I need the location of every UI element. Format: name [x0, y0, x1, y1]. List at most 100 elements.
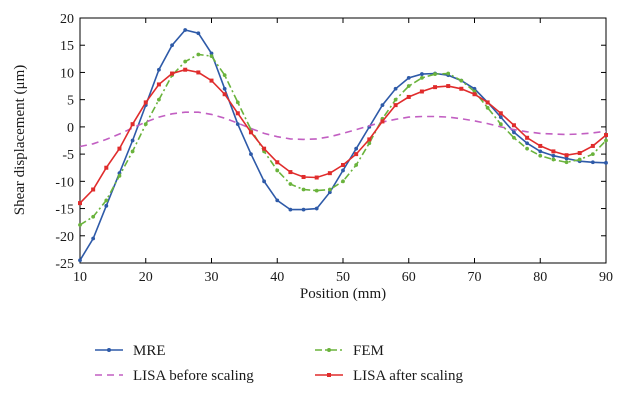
data-point [249, 152, 253, 157]
data-point [262, 146, 267, 151]
x-tick-label: 20 [139, 270, 153, 285]
legend-item-mre: MRE [95, 343, 166, 359]
data-point [538, 153, 543, 158]
data-point [590, 160, 595, 165]
data-point [393, 103, 398, 108]
x-tick-label: 40 [270, 270, 284, 285]
data-point [551, 149, 556, 154]
data-point [564, 153, 569, 158]
series-line-fem [79, 53, 607, 226]
data-point [498, 115, 503, 119]
data-point [525, 141, 529, 146]
data-point [117, 146, 122, 151]
data-point [91, 236, 96, 241]
y-tick-label: 20 [60, 12, 74, 27]
data-point [393, 97, 398, 102]
data-point [341, 179, 345, 184]
data-point [577, 151, 582, 156]
series-layer [78, 28, 608, 263]
data-point [143, 122, 148, 127]
data-point [209, 51, 214, 56]
x-tick-label: 90 [599, 270, 613, 285]
data-point [235, 100, 240, 105]
data-point [551, 157, 556, 162]
legend-label: FEM [353, 343, 384, 359]
data-point [78, 201, 82, 206]
data-point [341, 168, 345, 173]
y-tick-label: -15 [55, 203, 74, 218]
plot-frame [79, 17, 607, 264]
data-point [301, 187, 306, 192]
data-point [446, 71, 451, 76]
data-point [183, 67, 188, 72]
data-point [393, 86, 398, 91]
x-tick-label: 10 [73, 270, 87, 285]
data-point [275, 198, 280, 203]
x-tick-label: 80 [533, 270, 547, 285]
data-point [538, 143, 543, 148]
data-point [196, 70, 201, 75]
data-point [511, 123, 516, 128]
legend-marker [327, 348, 331, 352]
data-point [367, 137, 372, 142]
y-tick-label: -20 [55, 230, 74, 245]
data-point [222, 92, 227, 97]
data-point [222, 73, 227, 78]
legend-item-lisa-before-scaling: LISA before scaling [95, 368, 254, 384]
data-point [367, 141, 372, 146]
data-point [327, 171, 332, 176]
data-point [156, 82, 161, 87]
data-point [275, 168, 280, 173]
data-point [314, 206, 319, 211]
data-point [288, 170, 293, 175]
data-point [104, 203, 109, 208]
data-point [354, 163, 359, 167]
y-tick-label: -10 [55, 175, 74, 190]
data-point [419, 89, 424, 94]
data-point [459, 78, 464, 83]
data-point [327, 190, 332, 195]
data-point [130, 149, 135, 154]
data-point [420, 72, 424, 76]
data-point [196, 52, 201, 57]
data-point [604, 160, 608, 165]
data-point [604, 138, 608, 143]
data-point [512, 130, 516, 135]
data-point [446, 84, 451, 89]
data-point [235, 122, 240, 127]
legend-item-fem: FEM [315, 343, 384, 359]
data-point [590, 152, 595, 157]
data-point [354, 146, 359, 151]
data-point [170, 71, 175, 76]
data-point [183, 59, 188, 64]
data-point [420, 75, 424, 80]
data-point [380, 103, 385, 108]
data-point [301, 174, 306, 179]
data-point [183, 28, 188, 32]
data-point [78, 222, 82, 227]
data-point [301, 207, 306, 212]
data-point [327, 187, 332, 192]
x-axis: 10 20 30 40 50 60 70 80 90 [73, 18, 613, 285]
data-point [209, 54, 214, 59]
data-point [459, 86, 464, 91]
data-point [314, 188, 319, 193]
data-point [551, 153, 556, 158]
data-point [525, 135, 530, 140]
legend-label: LISA before scaling [133, 368, 254, 384]
legend-label: LISA after scaling [353, 368, 463, 384]
data-point [143, 100, 148, 105]
data-point [406, 75, 411, 80]
data-point [590, 143, 595, 148]
x-tick-label: 30 [205, 270, 219, 285]
legend: MRE FEM LISA before scaling LISA after scal… [95, 343, 463, 384]
data-point [157, 67, 161, 72]
data-point [130, 122, 135, 127]
y-tick-label: -25 [55, 257, 74, 272]
data-point [577, 157, 582, 162]
legend-label: MRE [133, 343, 166, 359]
data-point [196, 31, 201, 36]
data-point [433, 72, 437, 76]
series-fem [78, 52, 608, 227]
